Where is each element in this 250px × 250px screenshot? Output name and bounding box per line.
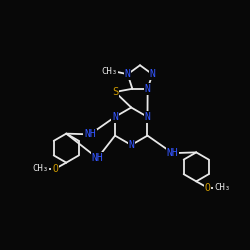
Text: N: N xyxy=(150,69,155,79)
Text: N: N xyxy=(145,84,150,94)
Text: CH₃: CH₃ xyxy=(214,183,230,192)
Text: CH₃: CH₃ xyxy=(101,67,117,76)
Text: N: N xyxy=(112,112,118,122)
Text: CH₃: CH₃ xyxy=(32,164,48,173)
Text: NH: NH xyxy=(166,148,178,158)
Text: N: N xyxy=(125,69,130,79)
Text: NH: NH xyxy=(92,153,104,163)
Text: O: O xyxy=(204,182,210,192)
Text: S: S xyxy=(112,87,118,97)
Text: N: N xyxy=(144,112,150,122)
Text: N: N xyxy=(128,140,134,150)
Text: NH: NH xyxy=(84,130,96,140)
Text: O: O xyxy=(52,164,58,174)
